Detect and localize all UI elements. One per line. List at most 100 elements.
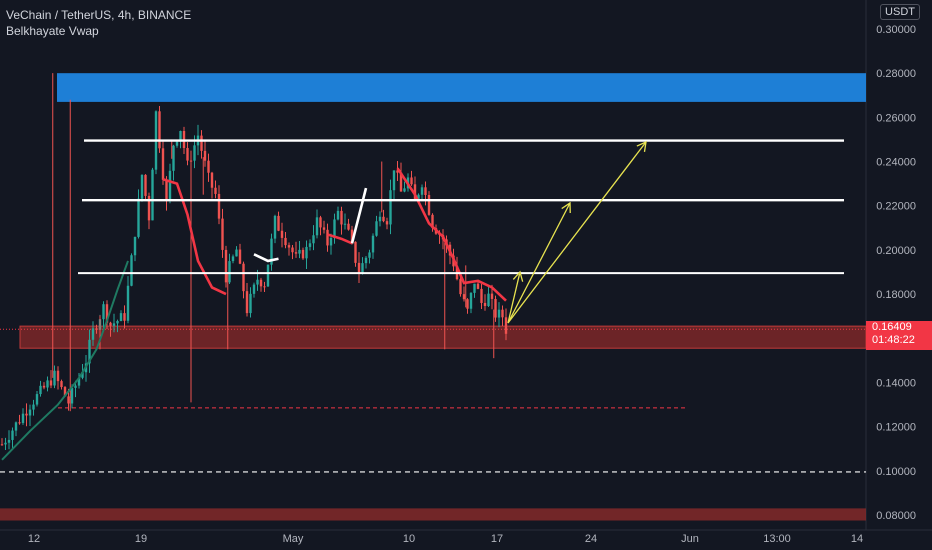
candle-body [235,249,238,257]
candle-body [273,215,277,239]
candle-body [490,293,494,299]
candle-body [53,370,56,386]
candle-body [389,190,392,225]
x-axis-tick-label: 10 [403,533,415,545]
candle-body [39,385,42,395]
candle-body [385,221,389,225]
last-price-value: 0.16409 [872,321,912,333]
candle-body [459,279,462,295]
projection-arrow [507,141,647,324]
candle-body [340,210,343,225]
candle-body [466,299,469,309]
candle-body [119,313,123,322]
candle-body [102,304,105,320]
candle-body [480,288,483,303]
y-axis-tick-label: 0.14000 [876,377,916,389]
candle-body [224,249,228,283]
candle-body [179,131,182,142]
x-axis-tick-label: 13:00 [763,533,791,545]
candle-body [242,263,245,292]
y-axis-tick-label: 0.24000 [876,157,916,169]
candle-body [158,111,161,149]
lower-support-zone [0,508,866,521]
projection-arrow [507,271,521,324]
candle-body [11,430,14,440]
candle-body [137,198,140,237]
candle-body [403,188,406,192]
candle-body [123,313,126,321]
candle-body [203,150,207,161]
candle-body [287,245,291,248]
candle-body [326,229,329,246]
candle-body [91,328,95,340]
candle-body [18,422,21,424]
candle-body [375,221,378,236]
resistance-box [57,73,866,102]
candle-body [420,187,424,195]
candle-body [347,223,350,230]
candle-body [305,246,308,259]
candle-body [221,218,224,250]
x-axis-tick-label: 17 [491,533,503,545]
candle-body [46,380,49,388]
candle-body [501,309,504,318]
candle-body [469,292,473,309]
y-axis-tick-label: 0.10000 [876,466,916,478]
projection-arrow-head [561,201,571,214]
candle-body [193,145,196,161]
candle-body [245,291,249,314]
candle-body [168,170,172,201]
candle-body [294,252,298,254]
candle-body [483,302,487,307]
candle-body [140,174,144,199]
candle-body [361,263,364,275]
x-axis-tick-label: Jun [681,533,699,545]
y-axis-tick-label: 0.30000 [876,24,916,36]
candle-body [252,284,256,294]
candle-body [238,249,242,264]
candle-body [413,184,417,199]
candle-body [133,236,137,256]
candle-body [56,370,60,382]
candle-body [382,216,385,222]
candle-body [343,223,347,225]
candle-body [35,394,39,405]
candle-body [504,317,508,334]
candle-body [301,249,305,259]
bar-countdown: 01:48:22 [872,334,915,346]
candle-body [396,170,399,173]
x-axis-tick-label: 12 [28,533,40,545]
candle-body [259,279,263,287]
x-axis-tick-label: May [283,533,304,545]
candle-body [312,235,315,244]
candle-body [473,283,476,293]
candle-body [364,257,368,264]
currency-selector[interactable]: USDT [880,4,920,20]
projection-arrow-head [636,140,647,152]
candle-body [88,339,91,364]
candle-body [4,442,7,445]
candle-body [350,229,354,242]
candle-body [28,409,32,416]
x-axis-tick-label: 19 [135,533,147,545]
candle-body [371,235,375,253]
candle-body [7,439,11,443]
candle-body [81,372,84,378]
candle-body [109,322,112,326]
vwap-line-segment [253,253,279,263]
candle-body [95,328,98,330]
candle-body [207,160,210,173]
candle-body [116,321,119,324]
candle-body [392,170,396,191]
candle-body [126,285,130,321]
candle-body [14,422,18,431]
candle-body [336,210,340,220]
candle-body [77,377,81,386]
y-axis-tick-label: 0.18000 [876,289,916,301]
candle-body [354,241,357,263]
candle-body [74,385,77,388]
candle-body [270,238,273,265]
projection-arrow-head [512,270,524,282]
indicator-label: Belkhayate Vwap [6,24,99,38]
